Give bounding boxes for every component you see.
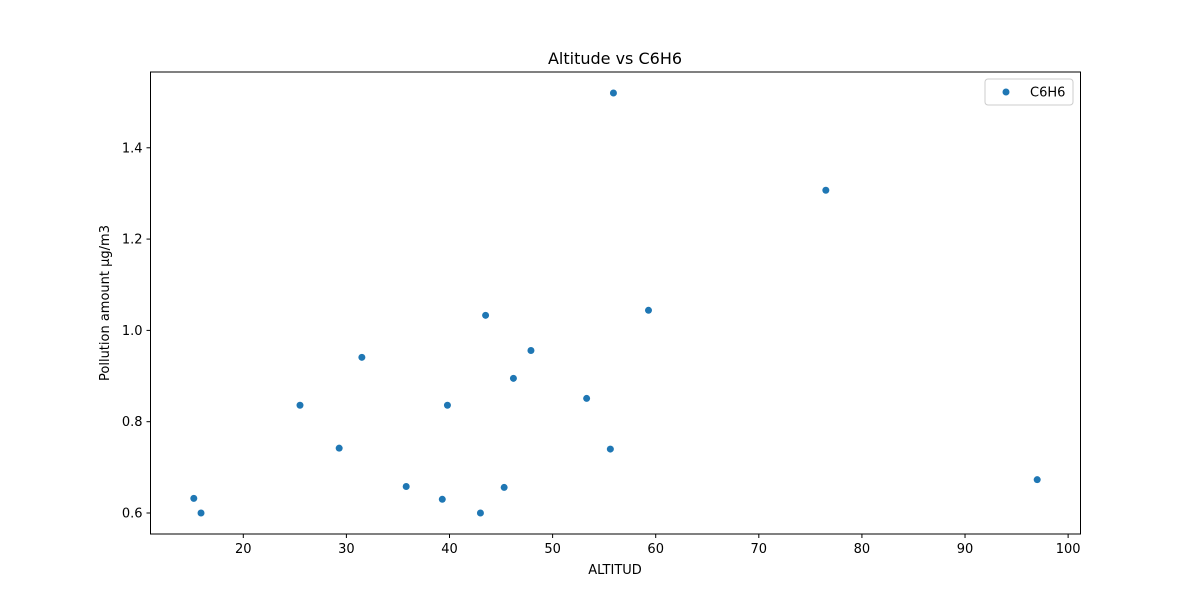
chart-title: Altitude vs C6H6	[548, 49, 682, 68]
data-point	[438, 495, 446, 503]
y-axis: 0.6 0.8 1.0 1.2 1.4	[122, 141, 151, 522]
data-point	[583, 394, 591, 402]
data-point	[443, 401, 451, 409]
x-axis-label: ALTITUD	[588, 563, 642, 578]
data-point	[509, 374, 517, 382]
data-point	[190, 494, 198, 502]
y-tick-label: 0.6	[122, 507, 143, 522]
x-tick-label: 70	[751, 542, 768, 557]
y-axis-label: Pollution amount µg/m3	[98, 225, 113, 381]
data-point	[822, 186, 830, 194]
x-tick-label: 50	[544, 542, 561, 557]
y-tick-label: 1.2	[122, 233, 143, 248]
data-point	[527, 346, 535, 354]
x-tick-label: 80	[854, 542, 871, 557]
y-tick-label: 1.4	[122, 141, 143, 156]
data-point	[500, 483, 508, 491]
y-tick-label: 1.0	[122, 324, 143, 339]
data-point	[358, 353, 366, 361]
x-tick-label: 90	[957, 542, 974, 557]
data-point	[609, 89, 617, 97]
x-tick-label: 40	[441, 542, 458, 557]
x-axis: 20 30 40 50 60 70 80 90 100	[235, 534, 1081, 557]
data-point	[296, 401, 304, 409]
data-points	[190, 89, 1041, 517]
legend-frame	[984, 78, 1074, 106]
legend: C6H6	[984, 78, 1074, 106]
data-point	[197, 509, 205, 517]
x-tick-label: 20	[235, 542, 252, 557]
x-tick-label: 30	[338, 542, 355, 557]
data-point	[644, 306, 652, 314]
legend-label: C6H6	[1030, 86, 1065, 101]
data-point	[476, 509, 484, 517]
legend-marker	[1002, 88, 1010, 96]
data-point	[606, 445, 614, 453]
plot-area-frame	[150, 71, 1081, 535]
x-tick-label: 100	[1056, 542, 1081, 557]
data-point	[1033, 476, 1041, 484]
data-point	[482, 311, 490, 319]
data-point	[402, 483, 410, 491]
y-tick-label: 0.8	[122, 415, 143, 430]
x-tick-label: 60	[647, 542, 664, 557]
data-point	[335, 444, 343, 452]
